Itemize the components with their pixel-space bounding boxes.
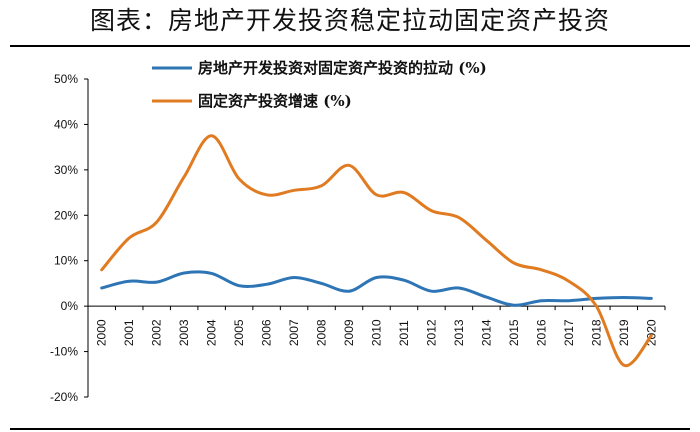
x-tick-label: 2015	[507, 319, 521, 346]
x-tick-label: 2013	[452, 319, 466, 346]
x-tick-label: 2001	[122, 319, 136, 346]
series-line-0	[100, 270, 653, 307]
x-tick-label: 2009	[342, 319, 356, 346]
y-tick-label: 0%	[61, 299, 79, 313]
y-tick-label: -20%	[50, 390, 78, 404]
x-tick-label: 2011	[397, 320, 411, 346]
y-tick-label: -10%	[50, 345, 78, 359]
y-tick-label: 10%	[54, 254, 78, 268]
x-tick-label: 2007	[287, 319, 301, 346]
y-tick-label: 20%	[54, 208, 78, 222]
x-tick-label: 2019	[617, 319, 631, 346]
y-tick-label: 30%	[54, 163, 78, 177]
series-line-1	[100, 134, 653, 368]
x-tick-label: 2006	[260, 319, 274, 346]
chart-title: 图表：房地产开发投资稳定拉动固定资产投资	[89, 6, 610, 35]
x-tick-label: 2005	[232, 319, 246, 346]
y-tick-label: 40%	[54, 117, 78, 131]
x-tick-label: 2004	[205, 319, 219, 346]
x-tick-label: 2018	[589, 319, 603, 346]
x-tick-label: 2000	[95, 319, 109, 346]
title-underline	[10, 45, 690, 47]
series-lines	[100, 134, 653, 368]
x-tick-label: 2002	[150, 319, 164, 346]
x-tick-label: 2012	[424, 319, 438, 346]
legend-label-0: 房地产开发投资对固定资产投资的拉动 (%)	[198, 59, 487, 77]
bottom-rule	[10, 428, 690, 430]
legend-label-1: 固定资产投资增速 (%)	[198, 92, 352, 110]
x-axis-ticks: 2000 2001 2002 2003 2004 2005 2006 2007 2008 2009…	[87, 305, 666, 346]
x-tick-label: 2008	[315, 319, 329, 346]
legend: 房地产开发投资对固定资产投资的拉动 (%) 固定资产投资增速 (%)	[152, 59, 487, 110]
x-tick-label: 2017	[562, 319, 576, 346]
x-tick-label: 2010	[370, 319, 384, 346]
x-tick-label: 2016	[534, 319, 548, 346]
y-tick-label: 50%	[54, 72, 78, 86]
y-axis-ticks: -20% -10% 0% 10% 20% 30% 40% 50%	[50, 72, 88, 404]
x-tick-label: 2003	[177, 319, 191, 346]
x-tick-label: 2014	[479, 319, 493, 346]
